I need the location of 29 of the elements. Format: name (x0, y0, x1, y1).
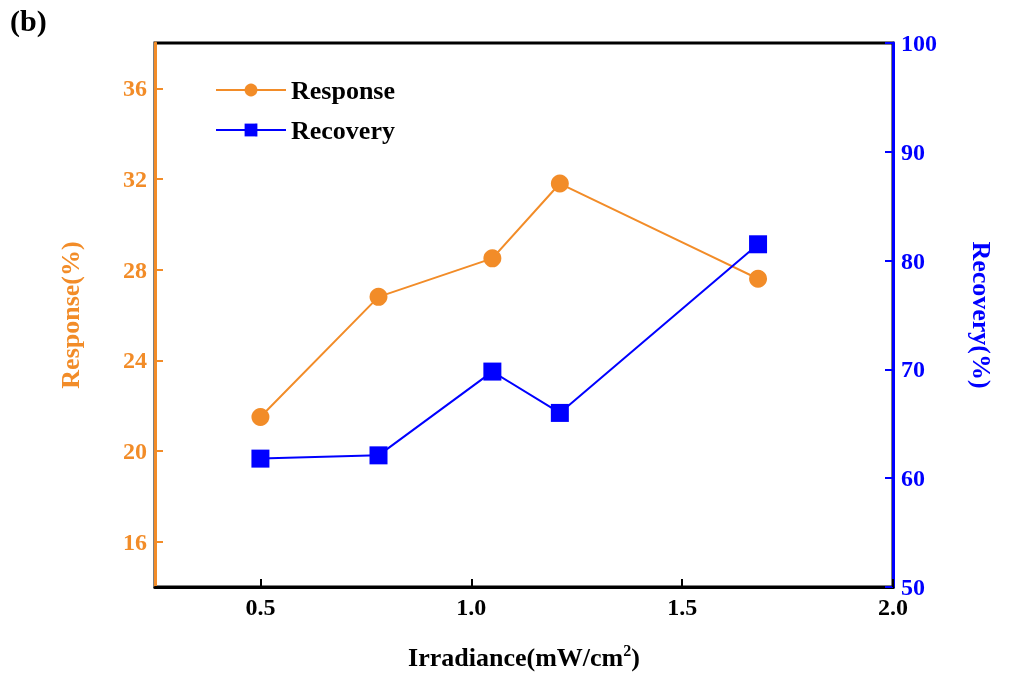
legend-label: Response (291, 75, 396, 105)
y-tick-label: 32 (123, 166, 147, 192)
y-tick-label: 28 (123, 256, 147, 283)
y2-tick-label: 70 (901, 356, 925, 383)
y2-tick-label: 100 (901, 30, 937, 56)
point (550, 174, 569, 193)
chart-title: (b) (10, 3, 47, 38)
y-axis-title: Response(%) (55, 241, 85, 389)
y-tick-label: 24 (123, 347, 147, 374)
x-tick-label: 0.5 (245, 594, 276, 620)
y2-tick-label: 60 (901, 465, 925, 492)
point (483, 249, 502, 268)
point (749, 269, 768, 288)
x-tick-label: 1.5 (667, 594, 698, 620)
point (749, 235, 768, 254)
y2-tick-label: 90 (901, 138, 925, 165)
point (483, 362, 502, 381)
legend-label: Recovery (291, 115, 395, 145)
y-tick-label: 20 (123, 438, 147, 464)
point (369, 287, 388, 306)
x-tick-label: 1.0 (456, 594, 487, 620)
point (369, 446, 388, 465)
y2-tick-label: 80 (901, 247, 925, 274)
y2-axis-title: Recovery(%) (966, 241, 996, 389)
point (550, 403, 569, 422)
y-tick-label: 36 (123, 75, 147, 102)
point (251, 449, 270, 468)
y-tick-label: 16 (123, 528, 147, 555)
point (251, 408, 270, 426)
